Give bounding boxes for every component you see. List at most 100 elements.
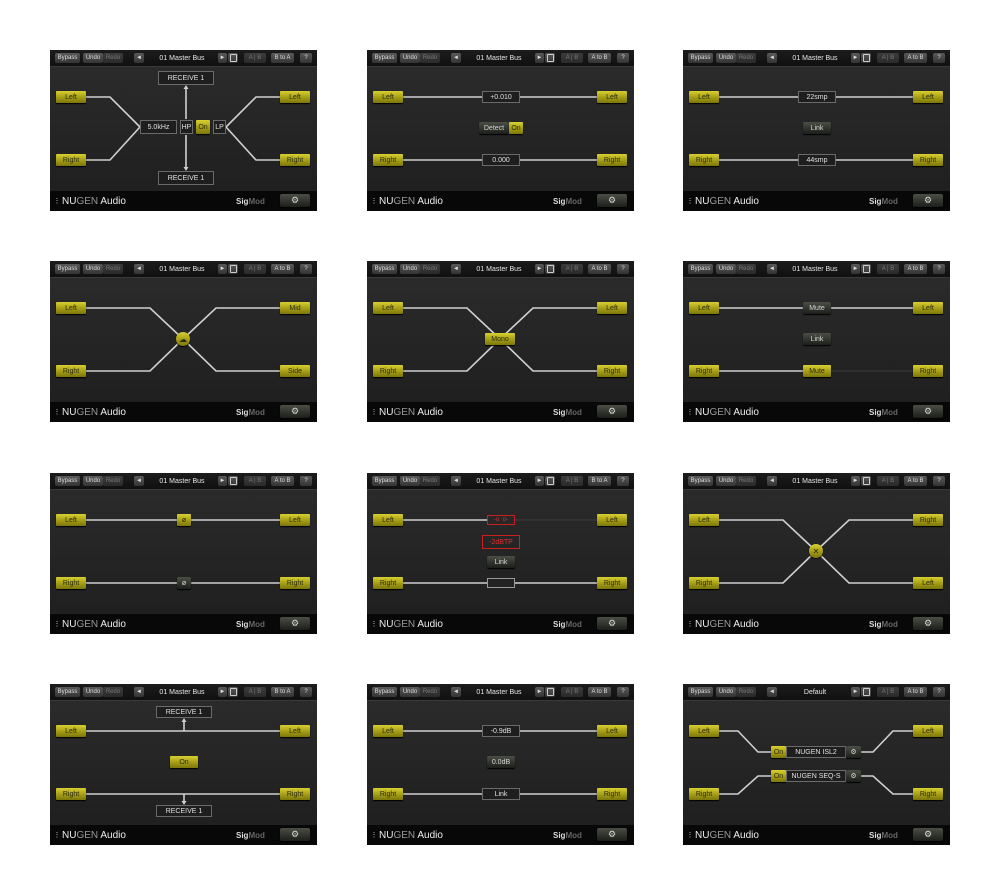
ab-copy-button[interactable]: A to B <box>904 264 927 274</box>
input-left-pad[interactable]: Left <box>373 514 403 526</box>
output-top-pad[interactable]: Left <box>280 514 310 526</box>
input-left-pad[interactable]: Left <box>689 302 719 314</box>
input-right-pad[interactable]: Right <box>373 788 403 800</box>
input-right-pad[interactable]: Right <box>56 788 86 800</box>
next-preset-button[interactable]: ► <box>535 53 544 63</box>
output-top-pad[interactable]: Right <box>913 514 943 526</box>
bypass-button[interactable]: Bypass <box>372 687 397 697</box>
bypass-button[interactable]: Bypass <box>372 53 397 63</box>
ab-toggle-button[interactable]: A | B <box>877 476 899 486</box>
bypass-button[interactable]: Bypass <box>55 687 80 697</box>
preset-name[interactable]: 01 Master Bus <box>159 265 205 273</box>
ab-copy-button[interactable]: A to B <box>904 687 927 697</box>
settings-button[interactable]: ⚙ <box>280 617 310 630</box>
ab-copy-button[interactable]: A to B <box>904 53 927 63</box>
settings-button[interactable]: ⚙ <box>597 617 627 630</box>
input-right-pad[interactable]: Right <box>373 365 403 377</box>
bypass-button[interactable]: Bypass <box>688 687 713 697</box>
output-bottom-pad[interactable]: Right <box>280 577 310 589</box>
redo-button[interactable]: Redo <box>420 687 440 697</box>
help-button[interactable]: ? <box>933 687 945 697</box>
receive-bottom-box[interactable]: RECEIVE 1 <box>156 805 212 817</box>
preset-name[interactable]: 01 Master Bus <box>792 477 838 485</box>
input-right-pad[interactable]: Right <box>373 154 403 166</box>
preset-name[interactable]: 01 Master Bus <box>476 265 522 273</box>
menu-dots-icon[interactable]: ⋮ <box>53 832 61 839</box>
output-top-pad[interactable]: Left <box>280 91 310 103</box>
bypass-button[interactable]: Bypass <box>55 53 80 63</box>
input-right-pad[interactable]: Right <box>373 577 403 589</box>
help-button[interactable]: ? <box>933 476 945 486</box>
undo-button[interactable]: Undo <box>400 264 420 274</box>
input-left-pad[interactable]: Left <box>689 91 719 103</box>
ab-toggle-button[interactable]: A | B <box>877 687 899 697</box>
next-preset-button[interactable]: ► <box>535 687 544 697</box>
output-bottom-pad[interactable]: Right <box>913 788 943 800</box>
preset-name[interactable]: 01 Master Bus <box>159 688 205 696</box>
undo-button[interactable]: Undo <box>400 476 420 486</box>
ab-toggle-button[interactable]: A | B <box>244 53 266 63</box>
help-button[interactable]: ? <box>933 264 945 274</box>
value-top-field[interactable]: -0.9dB <box>482 725 520 737</box>
settings-button[interactable]: ⚙ <box>913 405 943 418</box>
input-right-pad[interactable]: Right <box>689 154 719 166</box>
output-top-pad[interactable]: Left <box>913 91 943 103</box>
help-button[interactable]: ? <box>617 53 629 63</box>
menu-dots-icon[interactable]: ⋮ <box>53 198 61 205</box>
help-button[interactable]: ? <box>617 264 629 274</box>
on-button[interactable]: On <box>196 120 210 134</box>
preset-name[interactable]: Default <box>803 688 827 696</box>
settings-button[interactable]: ⚙ <box>280 828 310 841</box>
prev-preset-button[interactable]: ◄ <box>451 53 461 63</box>
ab-toggle-button[interactable]: A | B <box>561 687 583 697</box>
bypass-button[interactable]: Bypass <box>55 264 80 274</box>
ab-toggle-button[interactable]: A | B <box>561 476 583 486</box>
menu-dots-icon[interactable]: ⋮ <box>53 409 61 416</box>
redo-button[interactable]: Redo <box>420 53 440 63</box>
next-preset-button[interactable]: ► <box>851 687 860 697</box>
settings-button[interactable]: ⚙ <box>597 194 627 207</box>
redo-button[interactable]: Redo <box>736 264 756 274</box>
bypass-button[interactable]: Bypass <box>372 476 397 486</box>
output-top-pad[interactable]: Left <box>597 302 627 314</box>
output-bottom-pad[interactable]: Right <box>597 788 627 800</box>
bypass-button[interactable]: Bypass <box>55 476 80 486</box>
ab-copy-button[interactable]: A to B <box>588 264 611 274</box>
output-bottom-pad[interactable]: Right <box>597 365 627 377</box>
next-preset-button[interactable]: ► <box>218 476 227 486</box>
ab-copy-button[interactable]: A to B <box>904 476 927 486</box>
insert1-on-button[interactable]: On <box>771 746 786 758</box>
next-preset-button[interactable]: ► <box>218 264 227 274</box>
on-button[interactable]: On <box>170 756 198 768</box>
preset-name[interactable]: 01 Master Bus <box>476 688 522 696</box>
next-preset-button[interactable]: ► <box>851 476 860 486</box>
limiter-right-indicator[interactable] <box>487 578 515 588</box>
input-right-pad[interactable]: Right <box>689 788 719 800</box>
detect-on-button[interactable]: On <box>509 122 523 134</box>
input-right-pad[interactable]: Right <box>56 154 86 166</box>
redo-button[interactable]: Redo <box>103 264 123 274</box>
lowpass-button[interactable]: LP <box>213 120 226 134</box>
bypass-button[interactable]: Bypass <box>688 476 713 486</box>
link-button[interactable]: Link <box>803 122 831 134</box>
next-preset-button[interactable]: ► <box>851 53 860 63</box>
settings-button[interactable]: ⚙ <box>913 617 943 630</box>
next-preset-button[interactable]: ► <box>851 264 860 274</box>
settings-button[interactable]: ⚙ <box>597 405 627 418</box>
redo-button[interactable]: Redo <box>103 687 123 697</box>
input-right-pad[interactable]: Right <box>56 365 86 377</box>
value-top-field[interactable]: 22smp <box>798 91 836 103</box>
ab-copy-button[interactable]: A to B <box>588 53 611 63</box>
menu-dots-icon[interactable]: ⋮ <box>370 832 378 839</box>
receive-top-box[interactable]: RECEIVE 1 <box>156 706 212 718</box>
save-preset-button[interactable] <box>228 53 238 63</box>
help-button[interactable]: ? <box>617 476 629 486</box>
prev-preset-button[interactable]: ◄ <box>134 687 144 697</box>
output-bottom-pad[interactable]: Right <box>913 365 943 377</box>
ab-toggle-button[interactable]: A | B <box>561 53 583 63</box>
ab-copy-button[interactable]: B to A <box>271 687 294 697</box>
save-preset-button[interactable] <box>861 476 871 486</box>
preset-name[interactable]: 01 Master Bus <box>792 265 838 273</box>
value-top-field[interactable]: +0.010 <box>482 91 520 103</box>
redo-button[interactable]: Redo <box>420 264 440 274</box>
